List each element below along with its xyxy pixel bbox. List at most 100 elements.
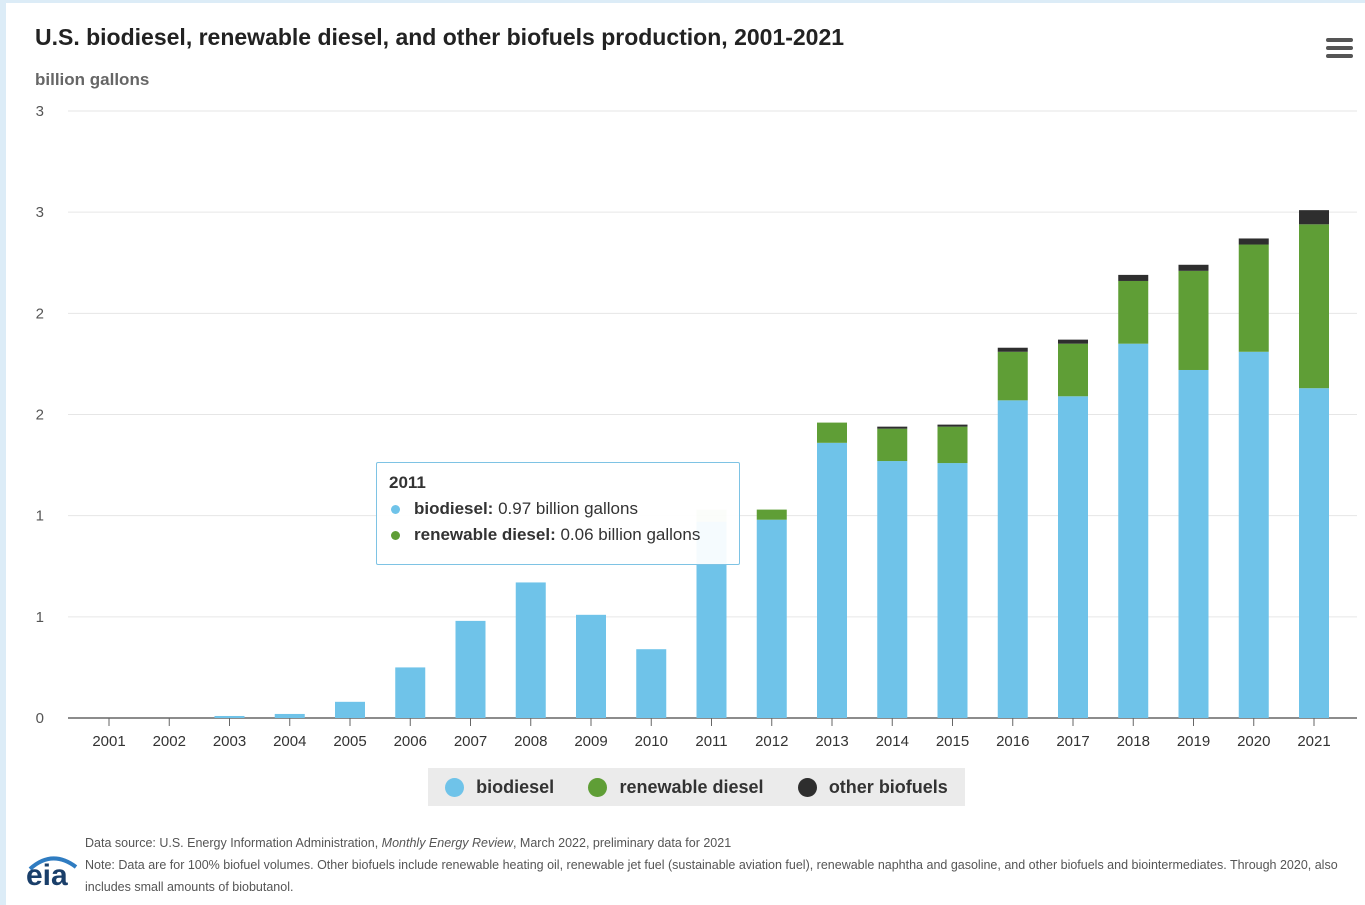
bar-biodiesel-2020	[1238, 351, 1269, 718]
bar-renewable-diesel-2013	[817, 422, 847, 443]
bar-biodiesel-2021	[1299, 388, 1329, 718]
y-tick-label: 1	[36, 508, 44, 525]
tooltip-series-value: 0.06 billion gallons	[560, 525, 701, 544]
x-tick-label: 2008	[514, 733, 547, 750]
legend-item-renewable-diesel[interactable]: renewable diesel	[588, 776, 764, 798]
bar-biodiesel-2004	[274, 713, 305, 718]
bar-other-biofuels-2019	[1178, 264, 1209, 271]
menu-line	[1326, 38, 1353, 42]
tooltip-row-renewable-diesel: renewable diesel: 0.06 billion gallons	[389, 525, 727, 545]
legend-label-other-biofuels: other biofuels	[828, 776, 948, 797]
bar-biodiesel-2014	[877, 461, 908, 718]
y-tick-label: 1	[36, 609, 44, 626]
bar-biodiesel-2007	[455, 620, 486, 718]
tooltip: 2011 biodiesel: 0.97 billion gallons ren…	[376, 462, 740, 565]
tooltip-row-biodiesel: biodiesel: 0.97 billion gallons	[389, 499, 727, 519]
y-tick-label: 3	[36, 204, 44, 221]
legend-item-other-biofuels[interactable]: other biofuels	[797, 776, 948, 798]
bar-renewable-diesel-2015	[937, 426, 968, 464]
bar-biodiesel-2010	[636, 649, 667, 718]
bar-biodiesel-2006	[395, 667, 426, 718]
bar-other-biofuels-2015	[937, 424, 968, 427]
logo-text: eia	[26, 859, 68, 892]
x-tick-label: 2020	[1237, 733, 1270, 750]
bar-biodiesel-2008	[515, 582, 546, 718]
tooltip-series-value: 0.97 billion gallons	[498, 499, 638, 518]
x-tick-label: 2001	[92, 733, 125, 750]
bar-renewable-diesel-2018	[1118, 280, 1149, 344]
bar-biodiesel-2019	[1178, 369, 1209, 718]
bar-other-biofuels-2016	[997, 347, 1028, 352]
chart-title: U.S. biodiesel, renewable diesel, and ot…	[35, 24, 845, 50]
bar-renewable-diesel-2020	[1238, 244, 1269, 352]
x-tick-label: 2005	[333, 733, 366, 750]
hamburger-menu-icon[interactable]	[1326, 38, 1353, 58]
x-tick-label: 2015	[936, 733, 969, 750]
bar-renewable-diesel-2014	[877, 428, 908, 462]
legend-item-biodiesel[interactable]: biodiesel	[445, 777, 554, 798]
x-tick-label: 2017	[1056, 733, 1089, 750]
bar-biodiesel-2012	[756, 519, 787, 718]
eia-logo-icon: eia	[26, 853, 78, 893]
legend-label-biodiesel: biodiesel	[476, 776, 555, 797]
x-tick-label: 2011	[695, 733, 727, 750]
y-tick-label: 2	[36, 305, 44, 322]
bar-biodiesel-2005	[335, 701, 365, 718]
bar-other-biofuels-2021	[1299, 210, 1329, 225]
tooltip-dot-renewable-diesel	[391, 530, 400, 540]
bar-other-biofuels-2017	[1058, 339, 1088, 344]
tooltip-dot-biodiesel	[391, 504, 400, 514]
note-text: Note: Data are for 100% biofuel volumes.…	[85, 858, 1338, 894]
x-tick-label: 2018	[1117, 733, 1150, 750]
tooltip-series-name: biodiesel:	[414, 499, 494, 518]
legend-label-renewable-diesel: renewable diesel	[619, 776, 764, 797]
y-tick-label: 2	[36, 407, 44, 424]
x-tick-label: 2007	[454, 733, 487, 750]
x-tick-label: 2021	[1297, 733, 1330, 750]
bar-renewable-diesel-2017	[1058, 343, 1088, 397]
footer: Data source: U.S. Energy Information Adm…	[85, 832, 1345, 898]
bar-biodiesel-2015	[937, 463, 968, 718]
legend: biodiesel renewable diesel other biofuel…	[428, 768, 965, 806]
x-tick-label: 2013	[815, 733, 848, 750]
menu-line	[1326, 46, 1353, 50]
source-suffix: , March 2022, preliminary data for 2021	[512, 836, 732, 850]
bar-biodiesel-2017	[1058, 396, 1088, 718]
x-tick-label: 2002	[153, 733, 186, 750]
bar-biodiesel-2018	[1118, 343, 1149, 718]
menu-line	[1326, 54, 1353, 58]
x-tick-label: 2004	[273, 733, 306, 750]
x-tick-label: 2014	[876, 733, 909, 750]
bar-other-biofuels-2014	[877, 426, 908, 429]
tooltip-year: 2011	[389, 473, 426, 492]
y-tick-label: 0	[36, 710, 44, 727]
bar-biodiesel-2013	[817, 442, 847, 718]
legend-swatch-renewable-diesel	[588, 777, 608, 797]
bar-renewable-diesel-2019	[1178, 270, 1209, 370]
bar-biodiesel-2016	[997, 400, 1028, 718]
x-tick-label: 2010	[635, 733, 668, 750]
bar-renewable-diesel-2012	[756, 509, 787, 520]
x-tick-label: 2009	[574, 733, 607, 750]
x-tick-label: 2012	[755, 733, 788, 750]
legend-swatch-biodiesel	[445, 777, 465, 797]
bar-renewable-diesel-2021	[1299, 224, 1329, 389]
x-tick-label: 2019	[1177, 733, 1210, 750]
tooltip-series-name: renewable diesel:	[414, 525, 556, 544]
data-source-line: Data source: U.S. Energy Information Adm…	[85, 832, 1345, 854]
x-tick-label: 2006	[394, 733, 427, 750]
legend-swatch-other-biofuels	[797, 777, 817, 797]
bar-renewable-diesel-2016	[997, 351, 1028, 401]
source-publication: Monthly Energy Review	[381, 836, 513, 850]
y-tick-label: 3	[36, 103, 44, 120]
y-axis-unit-label: billion gallons	[35, 70, 150, 89]
bar-biodiesel-2003	[214, 715, 245, 718]
logo-arc	[28, 856, 78, 871]
x-tick-label: 2016	[996, 733, 1029, 750]
source-prefix: Data source: U.S. Energy Information Adm…	[85, 836, 382, 850]
bar-other-biofuels-2020	[1238, 238, 1269, 245]
x-tick-label: 2003	[213, 733, 246, 750]
bar-other-biofuels-2018	[1118, 274, 1149, 281]
